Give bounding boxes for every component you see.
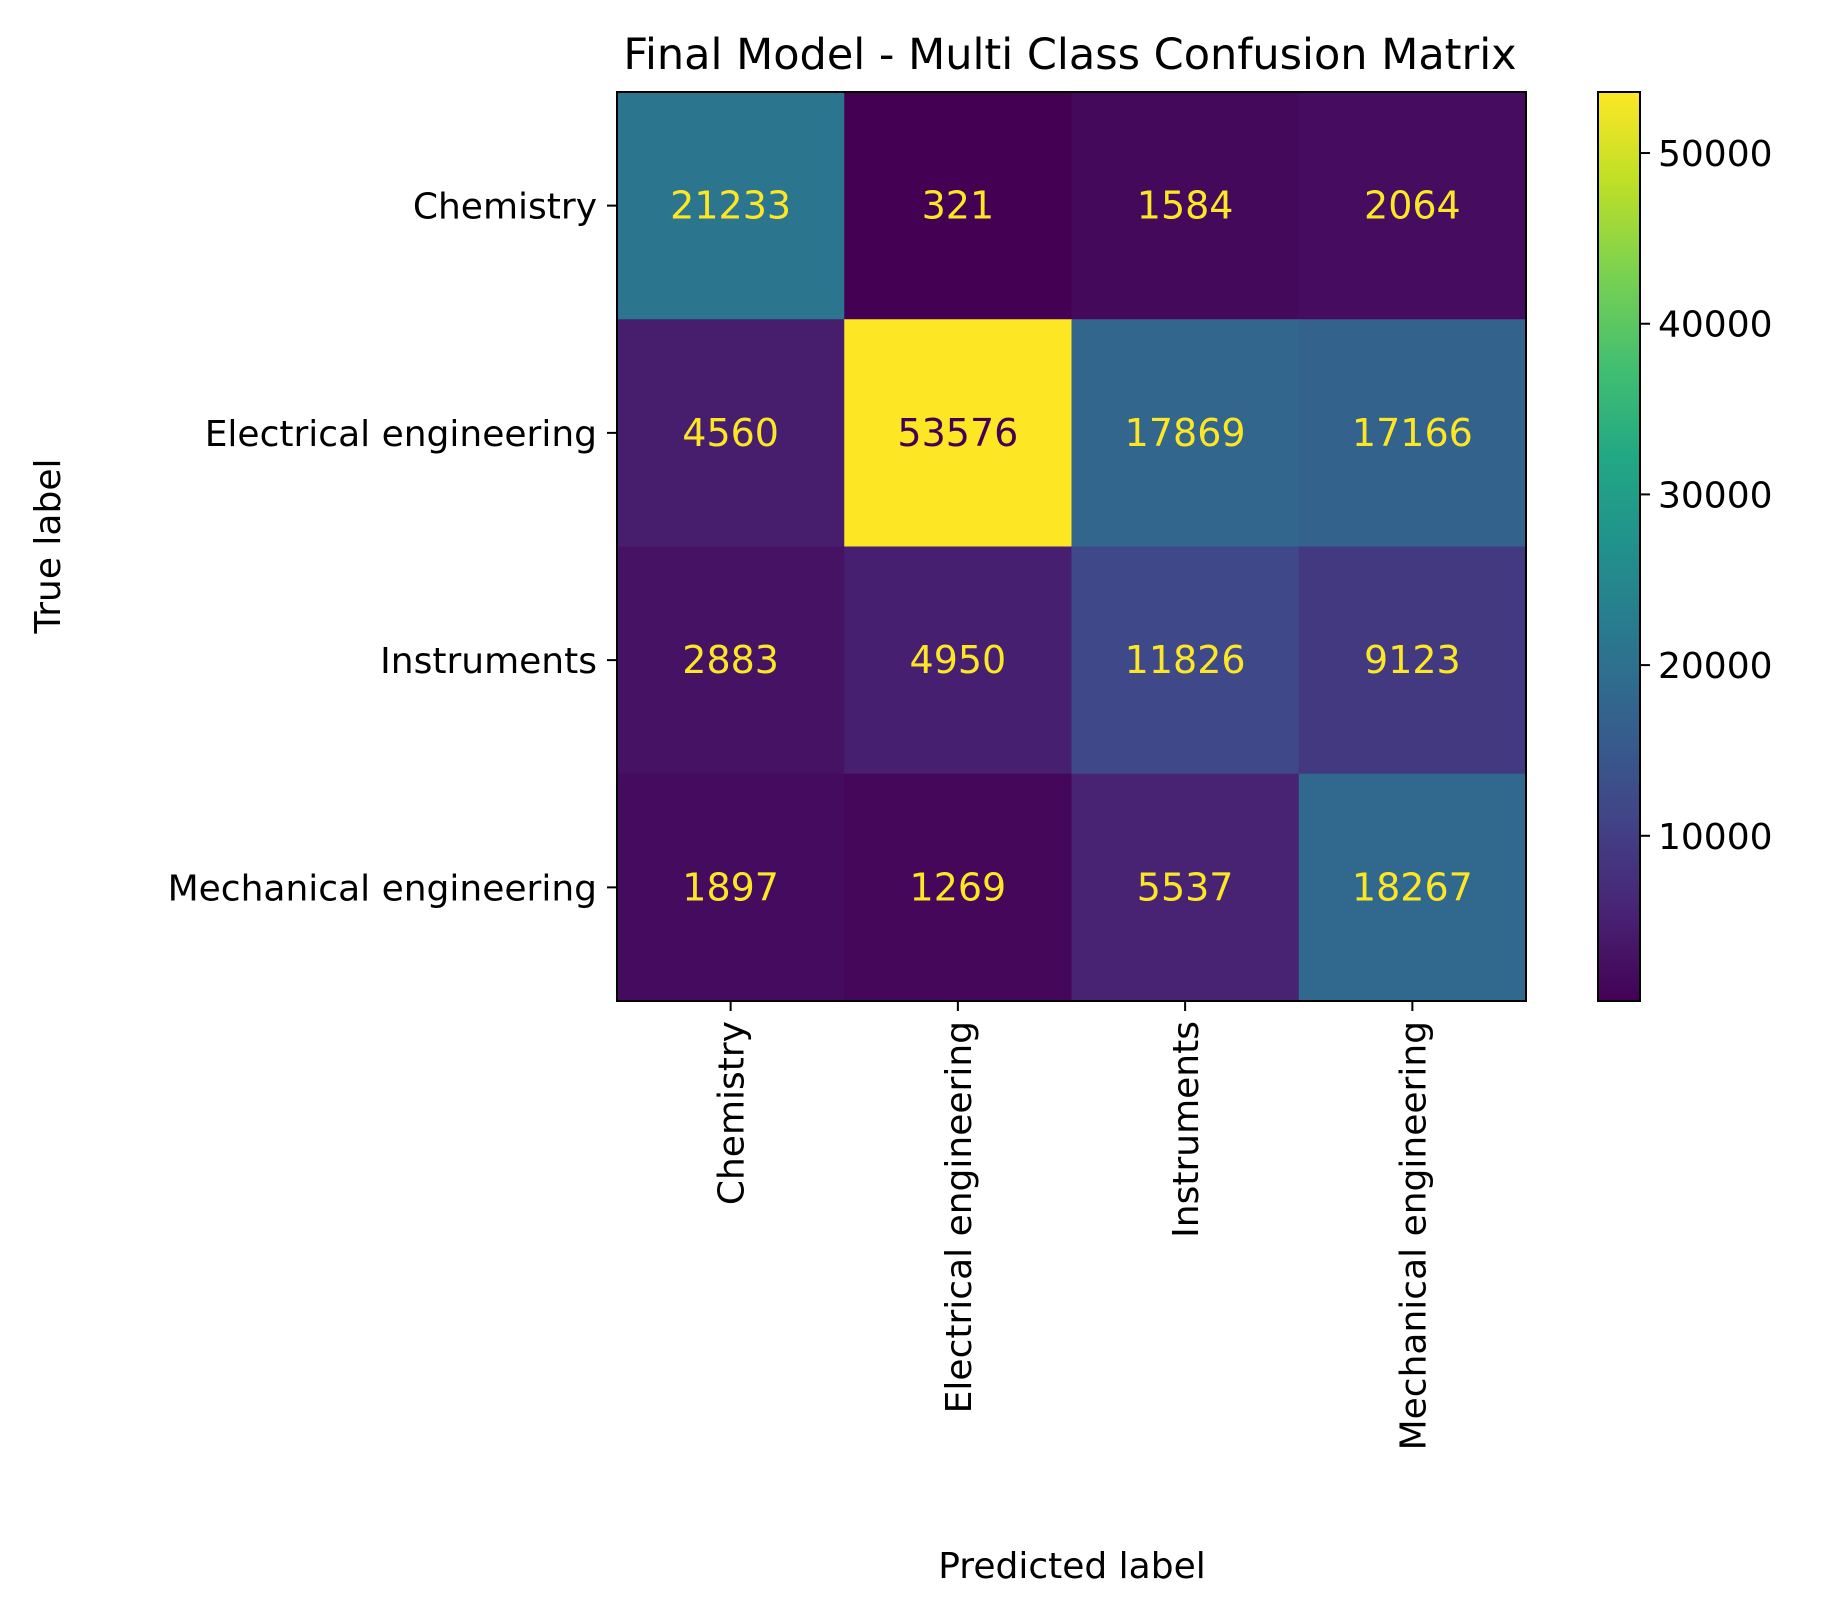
y-axis-ticks: Chemistry Electrical engineering Instrumen… <box>168 187 617 910</box>
cell-value-label: 1897 <box>682 865 779 909</box>
x-tick-label: Instruments <box>1166 1021 1207 1238</box>
colorbar-tick-label: 50000 <box>1658 134 1773 175</box>
y-tick-label: Mechanical engineering <box>168 868 597 909</box>
cell-value-label: 2064 <box>1364 184 1461 228</box>
chart-title: Final Model - Multi Class Confusion Matr… <box>623 30 1516 80</box>
x-tick-label: Electrical engineering <box>939 1021 980 1413</box>
cell-value-label: 9123 <box>1364 638 1461 682</box>
x-tick-label: Chemistry <box>712 1021 753 1205</box>
y-tick-label: Chemistry <box>413 187 597 228</box>
cell-value-label: 4560 <box>682 411 779 455</box>
cell-value-label: 1269 <box>910 865 1007 909</box>
colorbar-tick-label: 10000 <box>1658 817 1773 858</box>
x-tick-label: Mechanical engineering <box>1393 1021 1434 1450</box>
y-tick-label: Electrical engineering <box>205 414 597 455</box>
colorbar-tick-label: 40000 <box>1658 305 1773 346</box>
colorbar-ticks: 10000 20000 30000 40000 50000 <box>1640 134 1773 858</box>
x-axis-ticks: Chemistry Electrical engineering Instrumen… <box>712 1001 1435 1450</box>
cell-value-label: 1584 <box>1137 184 1234 228</box>
cell-value-label: 17166 <box>1352 411 1473 455</box>
colorbar-gradient <box>1598 92 1640 1001</box>
colorbar-tick-label: 20000 <box>1658 646 1773 687</box>
cell-value-label: 18267 <box>1352 865 1473 909</box>
cell-value-label: 321 <box>922 184 995 228</box>
cell-value-label: 21233 <box>670 184 791 228</box>
cell-value-label: 11826 <box>1125 638 1246 682</box>
cell-value-label: 17869 <box>1125 411 1246 455</box>
colorbar: 10000 20000 30000 40000 50000 <box>1598 92 1773 1001</box>
y-axis-label: True label <box>28 459 69 635</box>
cell-value-label: 53576 <box>897 411 1018 455</box>
colorbar-tick-label: 30000 <box>1658 475 1773 516</box>
cell-value-label: 2883 <box>682 638 779 682</box>
cell-value-label: 4950 <box>910 638 1007 682</box>
y-tick-label: Instruments <box>380 641 597 682</box>
x-axis-label: Predicted label <box>938 1546 1206 1587</box>
cell-value-label: 5537 <box>1137 865 1234 909</box>
